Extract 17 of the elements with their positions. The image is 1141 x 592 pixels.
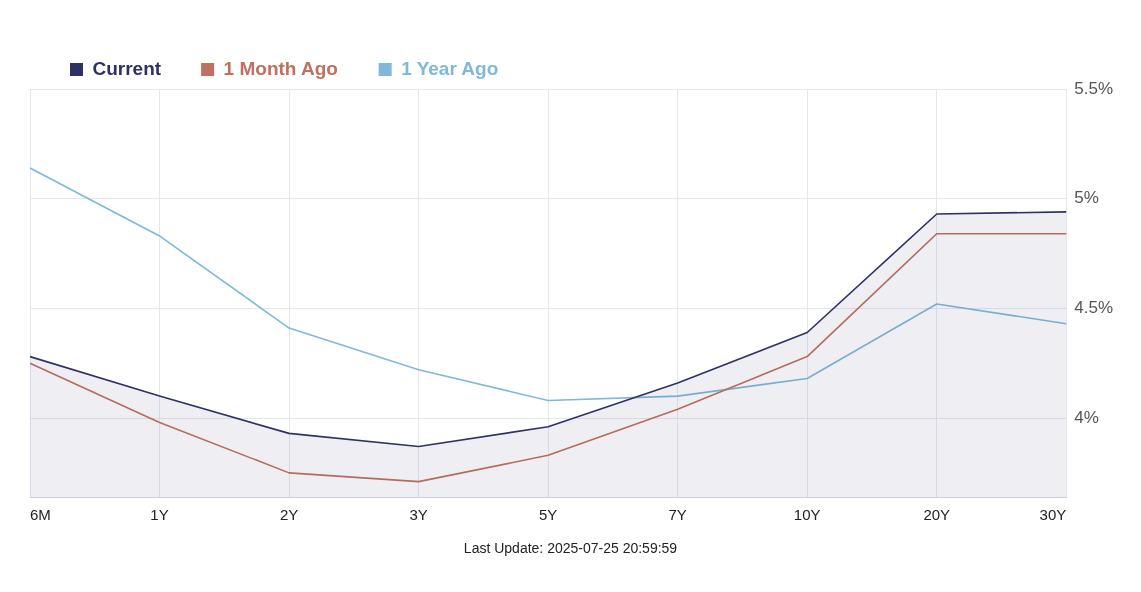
x-tick-label: 20Y	[923, 506, 951, 524]
x-tick-label: 10Y	[793, 506, 821, 524]
y-tick-label: 5.5%	[1074, 78, 1113, 98]
y-tick-label: 4.5%	[1074, 298, 1113, 318]
x-tick-label: 5Y	[538, 506, 558, 524]
legend-label: Current	[92, 57, 162, 79]
x-tick-label: 3Y	[409, 506, 428, 524]
x-tick-label: 1Y	[150, 506, 169, 524]
x-tick-label: 7Y	[668, 506, 687, 524]
x-tick-label: 6M	[30, 506, 51, 524]
y-tick-label: 4%	[1074, 407, 1099, 427]
legend-label: 1 Year Ago	[401, 57, 499, 79]
text: Last Update: 2025-07-25 20:59:59	[462, 540, 679, 556]
x-tick-label: 2Y	[279, 506, 299, 524]
y-tick-label: 5%	[1074, 188, 1099, 208]
x-tick-label: 30Y	[1039, 506, 1067, 524]
legend-label: 1 Month Ago	[223, 57, 338, 79]
